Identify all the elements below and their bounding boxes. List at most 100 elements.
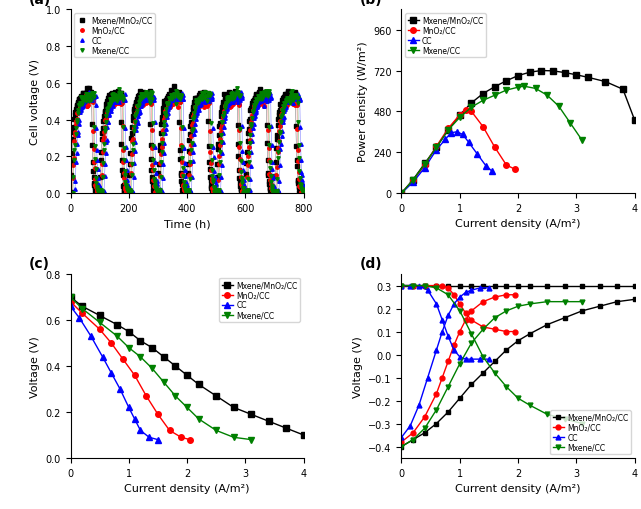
Line: CC: CC [68,304,161,442]
CC [456,294,463,300]
MnO₂/CC [456,112,463,119]
Line: CC: CC [399,286,492,440]
Mxene/MnO₂/CC [212,187,220,193]
Mxene/MnO₂/CC [230,405,238,411]
Mxene/MnO₂/CC [137,338,144,344]
CC [304,190,312,196]
Mxene/MnO₂/CC [479,91,487,97]
Legend: Mxene/MnO₂/CC, MnO₂/CC, CC, Mxene/CC: Mxene/MnO₂/CC, MnO₂/CC, CC, Mxene/CC [74,14,154,58]
Y-axis label: Voltage (V): Voltage (V) [353,335,363,397]
Mxene/CC [71,143,79,149]
MnO₂/CC [142,393,150,399]
Mxene/MnO₂/CC [300,190,308,196]
Mxene/MnO₂/CC [195,382,203,388]
MnO₂/CC [433,391,440,397]
CC [99,354,106,360]
Line: MnO₂/CC: MnO₂/CC [399,293,517,444]
MnO₂/CC [178,434,185,440]
Text: (a): (a) [29,0,51,7]
Mxene/MnO₂/CC [584,75,592,81]
Mxene/MnO₂/CC [170,83,178,90]
Mxene/CC [236,127,244,133]
Line: MnO₂/CC: MnO₂/CC [71,93,307,195]
CC [406,423,414,429]
CC [397,434,405,440]
MnO₂/CC [186,437,194,443]
Mxene/MnO₂/CC [96,313,103,319]
MnO₂/CC [444,126,452,132]
Mxene/MnO₂/CC [148,345,156,351]
Legend: Mxene/MnO₂/CC, MnO₂/CC, CC, Mxene/CC: Mxene/MnO₂/CC, MnO₂/CC, CC, Mxene/CC [219,278,300,322]
Mxene/MnO₂/CC [183,373,191,379]
Mxene/MnO₂/CC [67,190,74,196]
Mxene/CC [421,162,429,168]
Mxene/MnO₂/CC [397,443,405,449]
Mxene/MnO₂/CC [160,354,167,360]
Text: (d): (d) [360,257,382,271]
Mxene/CC [302,189,310,195]
Y-axis label: Cell voltage (V): Cell voltage (V) [30,59,40,145]
Mxene/CC [444,384,452,390]
X-axis label: Time (h): Time (h) [163,219,210,229]
CC [467,288,475,294]
MnO₂/CC [479,299,487,305]
MnO₂/CC [154,411,162,417]
CC [108,370,115,376]
CC [474,152,481,158]
Mxene/MnO₂/CC [410,437,417,443]
Mxene/CC [148,365,156,372]
Line: MnO₂/CC: MnO₂/CC [399,108,518,196]
Text: (c): (c) [29,257,49,271]
MnO₂/CC [491,294,499,300]
Mxene/MnO₂/CC [514,73,522,79]
Mxene/CC [456,115,463,121]
MnO₂/CC [243,190,251,196]
Mxene/CC [421,425,429,431]
CC [450,301,458,307]
Mxene/CC [578,299,586,305]
Mxene/CC [520,84,528,90]
Legend: Mxene/MnO₂/CC, MnO₂/CC, CC, Mxene/CC: Mxene/MnO₂/CC, MnO₂/CC, CC, Mxene/CC [405,14,486,58]
CC [73,141,81,147]
CC [129,191,137,197]
CC [246,188,254,194]
CC [116,386,124,392]
MnO₂/CC [491,145,499,151]
Mxene/MnO₂/CC [125,329,133,335]
Y-axis label: Voltage (V): Voltage (V) [30,335,40,397]
Mxene/CC [503,88,510,94]
Mxene/MnO₂/CC [595,303,603,309]
Mxene/CC [96,320,103,326]
CC [131,416,138,422]
Mxene/MnO₂/CC [538,68,545,74]
Mxene/CC [444,128,452,134]
MnO₂/CC [397,191,405,197]
CC [453,129,461,135]
CC [444,313,452,319]
MnO₂/CC [231,92,239,98]
Line: Mxene/CC: Mxene/CC [68,295,254,442]
MnO₂/CC [185,191,192,197]
CC [67,303,74,309]
MnO₂/CC [512,167,519,173]
MnO₂/CC [421,163,429,169]
CC [172,89,180,95]
Mxene/CC [230,434,238,440]
MnO₂/CC [421,414,429,420]
Mxene/MnO₂/CC [467,382,475,388]
Line: Mxene/MnO₂/CC: Mxene/MnO₂/CC [399,69,637,196]
Mxene/CC [260,90,267,96]
CC [146,434,153,440]
Mxene/MnO₂/CC [602,79,610,86]
Mxene/CC [578,138,586,144]
Mxene/MnO₂/CC [300,432,308,438]
Mxene/MnO₂/CC [549,69,557,75]
Mxene/CC [410,437,417,443]
CC [415,402,423,408]
MnO₂/CC [236,145,244,151]
CC [482,163,490,169]
MnO₂/CC [479,124,487,130]
Mxene/CC [433,145,440,151]
Mxene/MnO₂/CC [561,70,569,76]
Line: CC: CC [399,130,495,196]
